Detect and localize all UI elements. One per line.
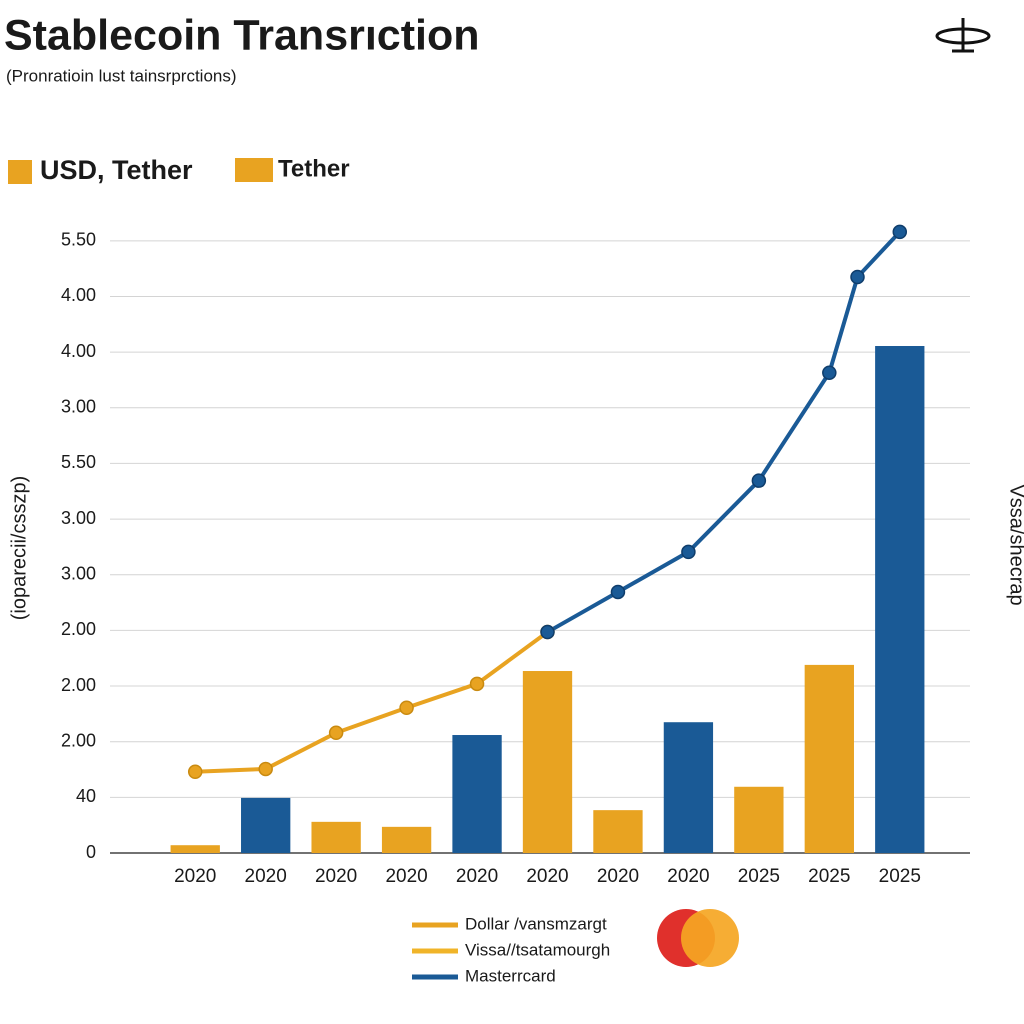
logo-circle (681, 909, 739, 967)
line-marker (328, 725, 344, 741)
x-tick-label: 2020 (526, 866, 568, 887)
legend-swatch (8, 160, 32, 184)
line-marker (681, 544, 696, 560)
y-tick-label: 2.00 (61, 730, 96, 750)
bar (241, 797, 291, 853)
x-tick-label: 2020 (667, 866, 709, 887)
x-tick-label: 2020 (597, 866, 639, 887)
line-marker (822, 365, 837, 380)
bar (452, 735, 502, 853)
y-tick-label: 40 (76, 786, 96, 806)
line-marker (610, 584, 626, 600)
y-tick-label: 2.00 (61, 619, 96, 639)
line-marker (469, 676, 485, 692)
x-tick-label: 2020 (315, 866, 357, 887)
bar (170, 845, 220, 853)
x-tick-label: 2020 (385, 866, 427, 887)
line-marker (258, 761, 273, 777)
line (546, 230, 902, 634)
line-marker (850, 269, 865, 285)
legend-label: Vissa//tsatamourgh (465, 940, 610, 959)
legend-label: USD, Tether (40, 155, 193, 185)
line-marker (399, 700, 414, 715)
menu-icon[interactable] (935, 18, 991, 53)
line (195, 630, 549, 774)
x-tick-label: 2020 (174, 866, 216, 887)
chart-subtitle: (Pronratioin lust tainsrprctions) (6, 66, 237, 85)
y-tick-label: 5.50 (61, 230, 96, 250)
bar (593, 810, 643, 853)
x-tick-label: 2025 (808, 866, 850, 887)
x-tick-label: 2020 (245, 866, 287, 887)
y-tick-label: 3.00 (61, 397, 96, 417)
x-tick-label: 2025 (879, 866, 921, 887)
line-marker (187, 764, 203, 779)
y-axis-label: (ioparecii/csszp) (8, 476, 30, 620)
y-tick-label: 4.00 (61, 341, 96, 361)
legend-label: Masterrcard (465, 966, 556, 985)
bar (734, 786, 784, 853)
bar (381, 826, 432, 853)
legend-label: Tether (278, 155, 350, 182)
bar (311, 821, 361, 853)
x-tick-label: 2020 (456, 866, 498, 887)
y-tick-label: 4.00 (61, 285, 96, 305)
chart-title: Stablecoin Transrıction (4, 11, 480, 59)
y-tick-label: 5.50 (61, 452, 96, 472)
legend-label: Dollar /vansmzargt (465, 914, 607, 933)
y-tick-label: 3.00 (61, 508, 96, 528)
bar (804, 664, 854, 853)
line-marker (751, 473, 767, 488)
bar (875, 346, 925, 853)
y-tick-label: 3.00 (61, 563, 96, 583)
y2-axis-label: Vssa/shecrap (1006, 484, 1024, 605)
bar (663, 722, 714, 853)
y-tick-label: 2.00 (61, 675, 96, 695)
line-marker (892, 224, 908, 240)
line-marker (540, 624, 555, 640)
x-tick-label: 2025 (738, 866, 780, 887)
legend-swatch (235, 158, 273, 182)
bar (522, 671, 573, 853)
y-tick-label: 0 (86, 842, 96, 862)
